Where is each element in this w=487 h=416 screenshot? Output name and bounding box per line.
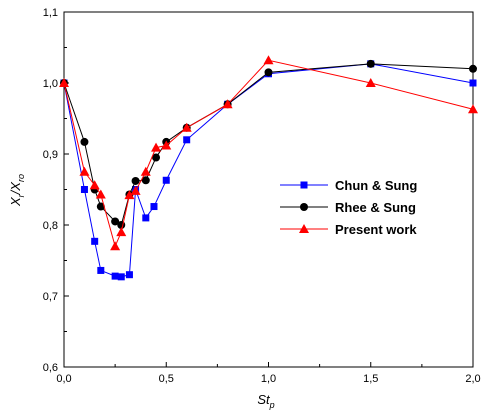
data-point [89, 180, 100, 190]
series-triangle [59, 55, 478, 251]
y-axis-label-x1: X [8, 196, 23, 207]
data-point [130, 185, 141, 195]
data-point [162, 176, 170, 184]
y-tick-label: 0,7 [43, 291, 58, 303]
series-square [60, 60, 477, 281]
data-point [468, 104, 478, 114]
y-axis-label-x2: X [8, 181, 23, 192]
y-tick-label: 1,0 [43, 78, 58, 90]
data-point [110, 241, 121, 251]
x-axis: 0,0 0,5 1,0 1,5 2,0 [56, 362, 481, 385]
data-point [183, 136, 191, 144]
data-point [96, 202, 105, 211]
data-point [264, 68, 273, 77]
legend-marker [299, 224, 309, 233]
y-axis-label-sub2: ro [16, 174, 26, 182]
data-point [80, 186, 88, 193]
data-point [181, 122, 192, 132]
data-point [91, 237, 99, 245]
legend-label: Rhee & Sung [335, 200, 416, 215]
x-tick-label: 1,0 [261, 373, 276, 385]
legend-item: Present work [280, 222, 417, 237]
data-point [469, 79, 477, 87]
legend-item: Chun & Sung [280, 178, 417, 193]
legend-item: Rhee & Sung [280, 200, 416, 215]
data-point [131, 176, 140, 185]
x-tick-label: 0,0 [56, 373, 71, 385]
data-point [116, 227, 127, 237]
data-point [151, 142, 162, 152]
data-point [150, 203, 158, 211]
y-tick-label: 1,1 [43, 7, 58, 19]
data-point [140, 166, 151, 176]
legend: Chun & Sung Rhee & Sung Present work [280, 178, 417, 237]
y-axis-label: Xr/Xro [8, 174, 26, 207]
y-tick-label: 0,6 [43, 362, 58, 374]
data-point [95, 189, 106, 199]
data-point [366, 59, 375, 68]
x-axis-label: Stp [257, 392, 274, 410]
y-axis: 0,6 0,7 0,8 0,9 1,0 1,1 [43, 7, 69, 374]
data-point [161, 140, 172, 150]
data-point [142, 214, 150, 222]
data-point [152, 153, 161, 162]
y-tick-label: 0,8 [43, 220, 58, 232]
data-point [97, 266, 105, 274]
legend-label: Present work [335, 222, 417, 237]
data-point [141, 176, 150, 185]
legend-label: Chun & Sung [335, 178, 417, 193]
data-point [117, 273, 125, 281]
data-point [365, 78, 376, 87]
data-point [469, 64, 477, 73]
data-point [111, 272, 119, 280]
legend-marker [300, 203, 308, 211]
data-point [59, 78, 69, 87]
data-point [79, 166, 90, 176]
data-point [124, 190, 135, 200]
x-tick-label: 1,5 [363, 373, 378, 385]
data-point [80, 137, 89, 146]
series-layer [59, 55, 478, 281]
x-axis-label-sub: p [269, 400, 275, 410]
x-axis-label-main: St [257, 392, 271, 407]
legend-marker [300, 181, 308, 189]
series-line [63, 63, 474, 278]
y-axis-label-sub1: r [16, 193, 26, 197]
data-point [263, 55, 274, 65]
data-point [111, 217, 120, 226]
data-point [125, 271, 133, 279]
x-tick-label: 0,5 [159, 373, 174, 385]
y-axis-label-slash: / [8, 189, 23, 195]
data-point [222, 99, 233, 109]
y-tick-label: 0,9 [43, 149, 58, 161]
x-tick-label: 2,0 [465, 373, 480, 385]
series-line [63, 59, 474, 248]
